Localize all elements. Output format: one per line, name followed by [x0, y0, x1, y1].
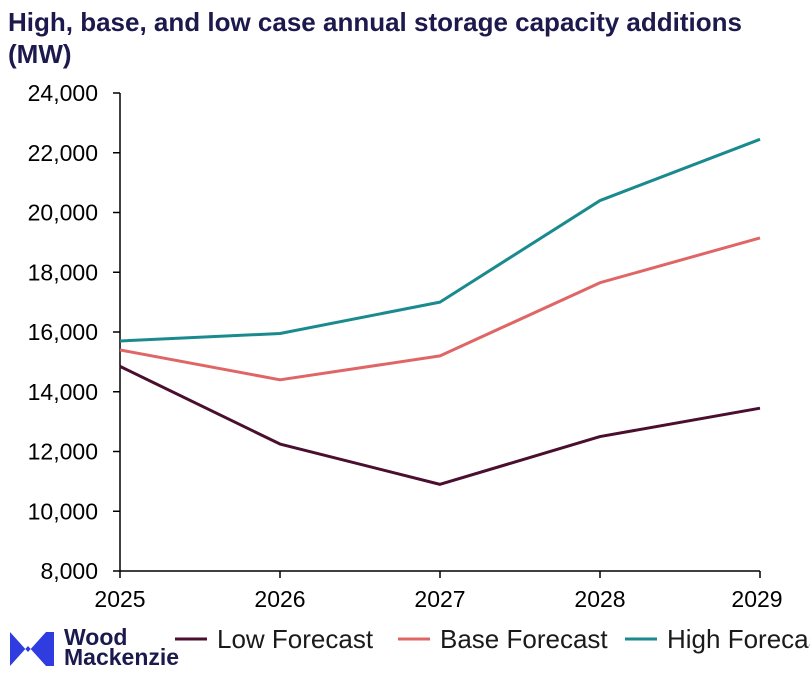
series-line-high-forecast [119, 137, 761, 343]
x-tick-label: 2029 [731, 586, 782, 612]
series-line-base-forecast [119, 236, 761, 382]
x-tick-label: 2028 [574, 586, 625, 612]
legend-label: High Forecast [667, 624, 810, 654]
legend-label: Base Forecast [440, 624, 608, 654]
logo-word-wood: Wood [64, 624, 127, 650]
legend: Low Forecast Base Forecast High Forecast [175, 624, 810, 654]
y-tick-label: 22,000 [28, 140, 98, 166]
y-tick-label: 8,000 [40, 558, 98, 584]
series-group [119, 137, 761, 486]
y-tick-label: 20,000 [28, 200, 98, 226]
chart-title: High, base, and low case annual storage … [8, 7, 742, 69]
wood-mackenzie-logo: Wood Mackenzie [10, 624, 179, 670]
y-tick-label: 18,000 [28, 259, 98, 285]
logo-word-mackenzie: Mackenzie [64, 644, 179, 670]
y-tick-label: 14,000 [28, 379, 98, 405]
legend-label: Low Forecast [217, 624, 374, 654]
x-tick-label: 2026 [254, 586, 305, 612]
y-tick-label: 12,000 [28, 439, 98, 465]
x-tick-label: 2027 [414, 586, 465, 612]
y-tick-label: 10,000 [28, 498, 98, 524]
x-tick-label: 2025 [94, 586, 145, 612]
y-axis: 8,000 10,000 12,000 14,000 16,000 18,000 20,00… [28, 80, 120, 584]
wood-mackenzie-logo-icon [10, 632, 54, 666]
y-tick-label: 16,000 [28, 319, 98, 345]
y-tick-label: 24,000 [28, 80, 98, 106]
x-axis: 2025 2026 2027 2028 2029 [94, 571, 783, 612]
series-line-low-forecast [119, 365, 761, 486]
